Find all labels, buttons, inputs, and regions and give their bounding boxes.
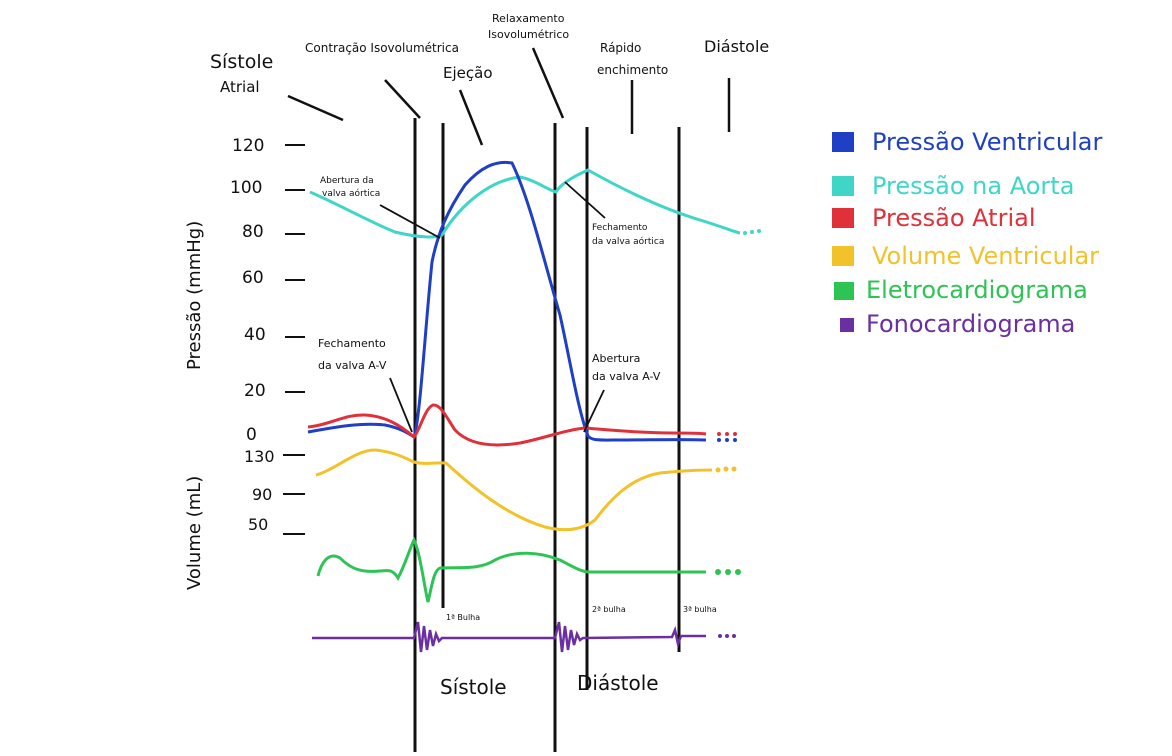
legend-swatch-ventricular-volume	[832, 246, 854, 266]
annotation-bulha2: 2ª bulha	[592, 605, 626, 614]
annotation-bulha1: 1ª Bulha	[446, 613, 480, 622]
phase-sistole-atrial-line2: Atrial	[220, 78, 260, 96]
legend-label-ventricular-volume: Volume Ventricular	[872, 242, 1099, 270]
pressure-tick-20: 20	[244, 381, 266, 401]
legend-label-phonocardiogram: Fonocardiograma	[866, 310, 1075, 338]
annotation-abertura-aortica-pointer	[379, 204, 441, 239]
ecg-continuation	[715, 569, 741, 575]
pressure-axis-label: Pressão (mmHg)	[184, 221, 205, 370]
pressure-tick-40: 40	[244, 325, 266, 345]
legend-label-atrial-pressure: Pressão Atrial	[872, 204, 1036, 232]
pressure-axis	[285, 144, 305, 393]
phase-ejecao: Ejeção	[443, 64, 493, 82]
ventricular-volume-curve	[315, 448, 713, 532]
annotation-abertura-av-2: da valva A-V	[592, 370, 661, 383]
aortic-pressure-curve	[309, 168, 741, 239]
ventricular-pressure-continuation	[717, 438, 737, 442]
phonocardiogram-curve	[312, 621, 706, 653]
phase-diastole: Diástole	[704, 37, 769, 56]
annotation-abertura-av-1: Abertura	[592, 352, 640, 365]
phonocardiogram-continuation	[718, 634, 736, 638]
legend-swatch-aortic-pressure	[832, 176, 854, 196]
annotation-abertura-aortica-1: Abertura da	[320, 176, 374, 186]
phase-rapido-line2: enchimento	[597, 63, 668, 77]
volume-tick-130: 130	[244, 447, 275, 466]
legend-label-ecg: Eletrocardiograma	[866, 276, 1088, 304]
pressure-tick-120: 120	[232, 136, 264, 156]
ventricular-pressure-curve	[307, 160, 707, 442]
legend: Pressão Ventricular Pressão na Aorta Pre…	[832, 128, 1102, 338]
volume-axis-label: Volume (mL)	[184, 476, 205, 590]
annotation-abertura-aortica-2: valva aórtica	[322, 188, 380, 199]
legend-swatch-ventricular-pressure	[832, 132, 854, 152]
legend-label-aortic-pressure: Pressão na Aorta	[872, 172, 1074, 200]
annotation-fechamento-av-1: Fechamento	[318, 337, 386, 350]
annotation-abertura-av-pointer	[583, 389, 605, 433]
legend-swatch-atrial-pressure	[832, 208, 854, 228]
annotation-fechamento-aortica-2: da valva aórtica	[592, 236, 664, 247]
phase-pointer-lines	[287, 47, 731, 146]
legend-swatch-phonocardiogram	[840, 318, 854, 332]
pressure-tick-100: 100	[230, 178, 262, 198]
annotation-fechamento-aortica-pointer	[564, 181, 606, 219]
pressure-tick-80: 80	[242, 222, 264, 242]
legend-swatch-ecg	[834, 282, 854, 300]
bottom-label-sistole: Sístole	[440, 675, 507, 699]
atrial-pressure-continuation	[717, 432, 737, 436]
phase-relaxamento-line1: Relaxamento	[492, 12, 565, 25]
volume-tick-50: 50	[248, 515, 268, 534]
phase-relaxamento-line2: Isovolumétrico	[488, 28, 569, 41]
aortic-pressure-continuation	[743, 229, 761, 235]
pressure-tick-0: 0	[246, 425, 257, 445]
phase-contracao: Contração Isovolumétrica	[305, 41, 459, 55]
phase-rapido-line1: Rápido	[600, 41, 641, 55]
ecg-curve	[316, 536, 706, 603]
legend-label-ventricular-pressure: Pressão Ventricular	[872, 128, 1102, 156]
phase-sistole-atrial-line1: Sístole	[210, 51, 273, 73]
annotation-fechamento-av-2: da valva A-V	[318, 359, 387, 372]
pressure-tick-60: 60	[242, 268, 264, 288]
atrial-pressure-curve	[307, 403, 707, 447]
annotation-fechamento-aortica-1: Fechamento	[592, 223, 648, 233]
ventricular-volume-continuation	[715, 466, 737, 473]
volume-tick-90: 90	[252, 485, 272, 504]
volume-axis	[283, 454, 305, 535]
annotation-fechamento-av-pointer	[389, 377, 413, 433]
annotation-bulha3: 3ª bulha	[683, 605, 717, 614]
bottom-label-diastole: Diástole	[577, 671, 659, 695]
